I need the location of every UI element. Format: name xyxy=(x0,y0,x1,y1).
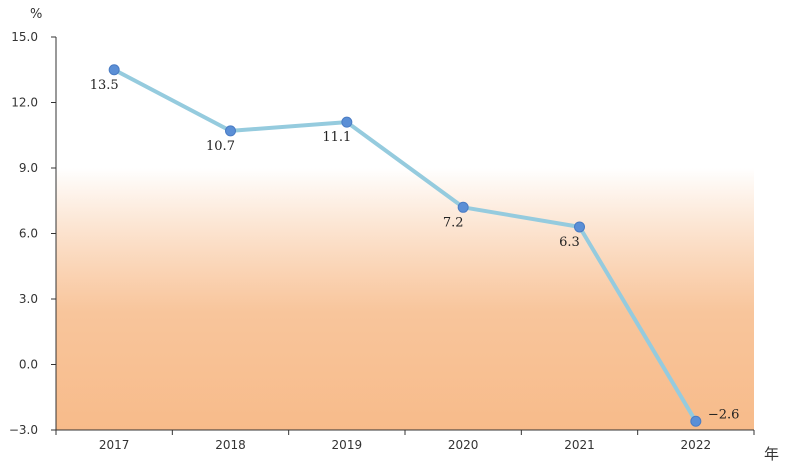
y-tick-label: 0.0 xyxy=(19,358,38,372)
data-label: −2.6 xyxy=(708,407,740,422)
y-tick-label: 15.0 xyxy=(11,30,38,44)
data-label: 6.3 xyxy=(559,235,580,250)
data-point xyxy=(341,116,353,128)
x-unit-label: 年 xyxy=(764,445,779,463)
data-label: 13.5 xyxy=(90,78,119,93)
y-tick-label: 6.0 xyxy=(19,227,38,241)
x-tick-label: 2017 xyxy=(99,438,130,452)
y-tick-label: −3.0 xyxy=(9,423,38,437)
data-label: 10.7 xyxy=(206,139,235,154)
data-labels: 13.5 10.7 11.1 7.2 6.3 −2.6 xyxy=(90,78,740,423)
series-line xyxy=(112,67,698,424)
plot-background xyxy=(56,168,754,430)
y-unit-label: % xyxy=(30,7,42,22)
data-series xyxy=(108,64,702,427)
x-tick-label: 2022 xyxy=(681,438,712,452)
y-axis-ticks: −3.0 0.0 3.0 6.0 9.0 12.0 15.0 xyxy=(9,30,56,437)
y-tick-label: 12.0 xyxy=(11,96,38,110)
x-tick-label: 2019 xyxy=(332,438,363,452)
x-tick-label: 2018 xyxy=(215,438,246,452)
x-tick-label: 2020 xyxy=(448,438,479,452)
data-label: 7.2 xyxy=(443,215,464,230)
y-tick-label: 3.0 xyxy=(19,292,38,306)
x-tick-label: 2021 xyxy=(564,438,595,452)
x-axis-ticks: 2017 2018 2019 2020 2021 2022 xyxy=(55,430,755,452)
y-tick-label: 9.0 xyxy=(19,161,38,175)
data-point xyxy=(225,125,236,137)
data-point xyxy=(108,64,120,76)
data-point xyxy=(457,201,469,213)
data-point xyxy=(574,221,585,233)
data-label: 11.1 xyxy=(322,130,351,145)
data-point xyxy=(690,415,702,427)
